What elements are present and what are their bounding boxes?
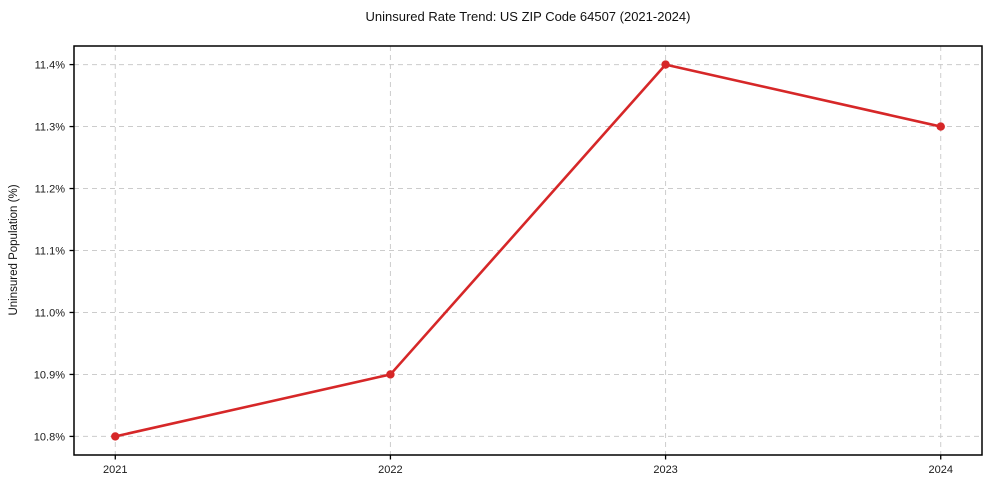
data-point-2023	[661, 60, 670, 69]
trend-line	[113, 63, 943, 438]
data-point-2022	[386, 370, 395, 379]
x-tick-label: 2022	[378, 464, 402, 476]
x-tick-label: 2023	[653, 464, 677, 476]
data-point-2024	[936, 122, 945, 131]
y-tick-label: 11.4%	[35, 60, 66, 72]
y-tick-label: 10.8%	[34, 431, 65, 443]
y-tick-label: 11.0%	[35, 307, 66, 319]
y-tick-label: 11.2%	[35, 184, 66, 196]
y-tick-label: 10.9%	[34, 369, 65, 381]
y-tick-label: 11.1%	[35, 246, 66, 258]
x-tick-label: 2021	[103, 464, 127, 476]
data-point-2021	[111, 432, 120, 441]
y-tick-label: 11.3%	[35, 122, 66, 134]
x-tick-label: 2024	[928, 464, 952, 476]
chart-title: Uninsured Rate Trend: US ZIP Code 64507 …	[365, 8, 691, 24]
